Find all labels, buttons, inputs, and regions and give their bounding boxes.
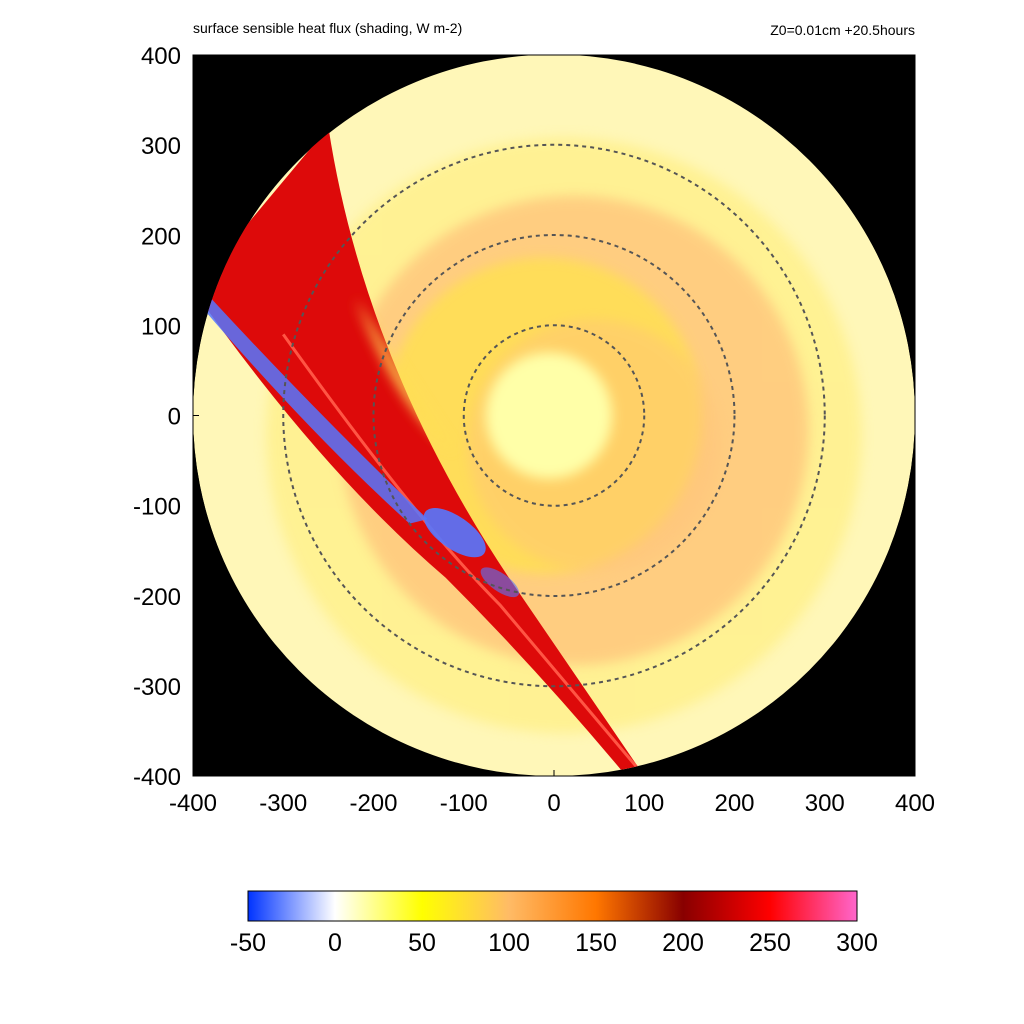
colorbar-bar — [247, 890, 858, 922]
colorbar-tick-label: 250 — [749, 929, 791, 957]
y-tick-label: 0 — [168, 404, 181, 431]
plot-area — [192, 54, 916, 777]
y-tick-label: 300 — [141, 133, 181, 160]
range-rings — [282, 143, 826, 688]
field-red-sector — [193, 127, 645, 776]
field-core — [485, 352, 613, 479]
y-axis: 400 300 200 100 0 -100 -200 -300 -400 — [133, 43, 199, 791]
y-tick-label: -300 — [133, 674, 181, 701]
heat-flux-field — [193, 54, 915, 776]
colorbar-tick-label: 100 — [488, 929, 530, 957]
colorbar-tick-label: 50 — [408, 929, 436, 957]
chart-subtitle: Z0=0.01cm +20.5hours — [770, 22, 915, 38]
x-tick-label: 400 — [895, 790, 935, 817]
x-tick-label: -100 — [440, 790, 488, 817]
chart-title: surface sensible heat flux (shading, W m… — [193, 20, 462, 36]
y-tick-label: 100 — [141, 313, 181, 340]
x-tick-label: 0 — [547, 790, 560, 817]
range-ring — [282, 143, 826, 688]
y-tick-label: -100 — [133, 494, 181, 521]
range-ring — [462, 324, 646, 507]
range-ring — [372, 234, 736, 597]
x-tick-label: 200 — [714, 790, 754, 817]
x-tick-label: 300 — [805, 790, 845, 817]
colorbar-tick-label: -50 — [230, 929, 266, 957]
colorbar-ticks: -50 0 50 100 150 200 250 300 — [230, 929, 878, 957]
field-blue-strip — [202, 298, 428, 524]
colorbar: -50 0 50 100 150 200 250 300 — [230, 890, 878, 957]
x-tick-label: -400 — [169, 790, 217, 817]
colorbar-tick-label: 300 — [836, 929, 878, 957]
colorbar-tick-label: 0 — [328, 929, 342, 957]
y-tick-label: 400 — [141, 43, 181, 70]
field-blue-patch — [423, 508, 486, 558]
colorbar-tick-label: 150 — [575, 929, 617, 957]
x-tick-label: 100 — [624, 790, 664, 817]
y-tick-label: -400 — [133, 764, 181, 791]
y-tick-label: 200 — [141, 223, 181, 250]
x-tick-label: -300 — [259, 790, 307, 817]
x-axis: -400 -300 -200 -100 0 100 200 300 400 — [169, 770, 935, 817]
x-tick-label: -200 — [349, 790, 397, 817]
y-tick-label: -200 — [133, 584, 181, 611]
colorbar-tick-label: 200 — [662, 929, 704, 957]
